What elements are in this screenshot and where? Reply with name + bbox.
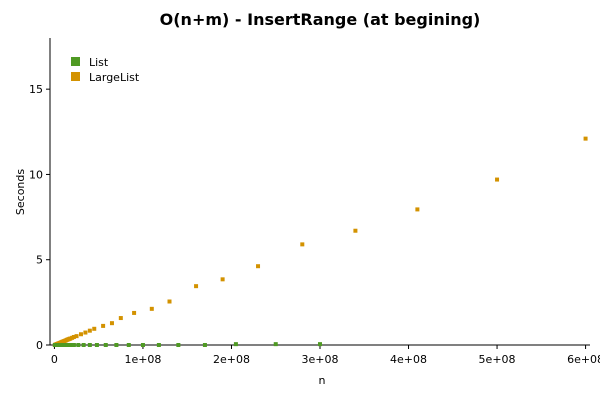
x-tick-label: 0 [51, 353, 58, 366]
series-list [52, 342, 322, 347]
data-point-largelist [194, 284, 199, 289]
data-point-list [65, 343, 70, 347]
data-point-list [76, 343, 81, 347]
x-tick-label: 3e+08 [302, 353, 339, 366]
data-point-list [94, 343, 99, 347]
data-point-largelist [132, 310, 137, 315]
data-point-list [233, 342, 238, 347]
y-tick-label: 15 [29, 83, 43, 96]
data-point-list [318, 342, 322, 347]
data-point-largelist [92, 326, 97, 331]
x-tick-label: 1e+08 [124, 353, 161, 366]
data-point-largelist [220, 277, 225, 282]
legend-swatch-list [71, 57, 80, 66]
data-point-list [176, 343, 181, 347]
y-tick-label: 0 [36, 339, 43, 352]
data-point-largelist [583, 136, 588, 141]
data-point-largelist [167, 299, 172, 304]
data-point-largelist [109, 321, 114, 326]
data-point-largelist [74, 334, 79, 339]
x-tick-label: 4e+08 [390, 353, 427, 366]
y-tick-label: 10 [29, 168, 43, 181]
data-point-largelist [83, 330, 88, 335]
data-point-largelist [300, 242, 305, 247]
x-axis-label: n [319, 374, 326, 387]
data-point-largelist [353, 228, 358, 233]
data-point-list [202, 343, 207, 347]
data-point-list [273, 342, 278, 347]
data-point-list [114, 343, 119, 347]
data-point-largelist [87, 328, 92, 333]
x-tick-label: 6e+08 [567, 353, 600, 366]
series-largelist [52, 136, 588, 347]
y-tick-label: 5 [36, 254, 43, 267]
data-point-largelist [256, 264, 261, 269]
data-point-list [68, 343, 73, 347]
data-point-largelist [495, 177, 500, 182]
data-point-largelist [71, 334, 76, 339]
data-point-largelist [78, 332, 83, 337]
data-point-list [71, 343, 76, 347]
x-tick-label: 2e+08 [213, 353, 250, 366]
data-point-list [126, 343, 131, 347]
data-point-largelist [101, 323, 106, 328]
chart-title: O(n+m) - InsertRange (at begining) [160, 10, 481, 29]
x-ticks: 0 1e+08 2e+08 3e+08 4e+08 5e+08 6e+08 [51, 345, 600, 366]
data-point-largelist [118, 316, 123, 321]
legend: List LargeList [71, 56, 140, 84]
series-layer [52, 136, 588, 347]
legend-label-list: List [89, 56, 109, 69]
y-axis-label: Seconds [14, 169, 27, 215]
data-point-list [87, 343, 92, 347]
x-tick-label: 5e+08 [479, 353, 516, 366]
data-point-largelist [149, 306, 154, 311]
data-point-list [140, 343, 145, 347]
data-point-list [156, 343, 161, 347]
legend-label-largelist: LargeList [89, 71, 140, 84]
data-point-largelist [415, 207, 420, 212]
legend-swatch-largelist [71, 72, 80, 81]
data-point-list [81, 343, 86, 347]
data-point-list [103, 343, 108, 347]
y-ticks: 0 5 10 15 [29, 83, 50, 352]
